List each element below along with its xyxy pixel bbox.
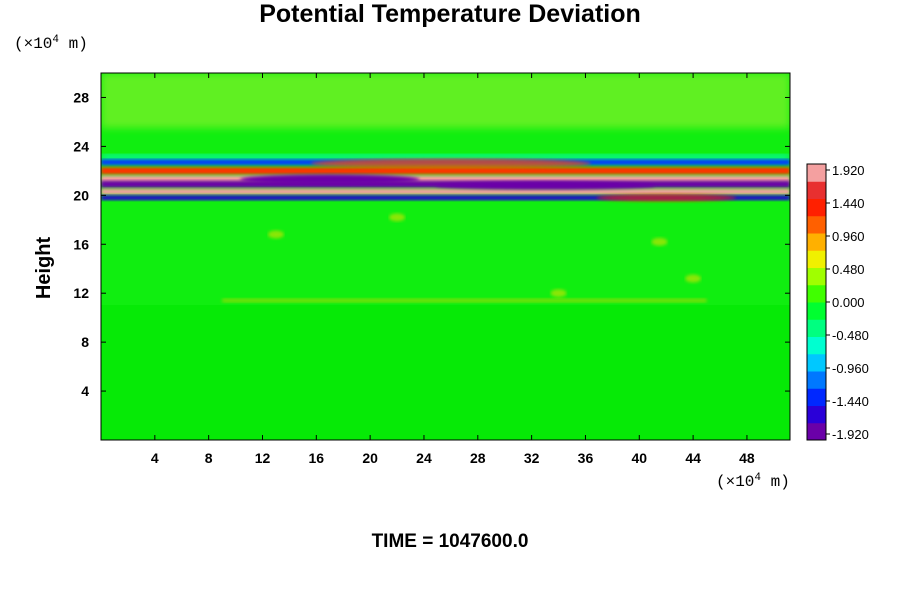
y-tick-label: 28 (73, 89, 89, 105)
x-tick-label: 12 (255, 450, 271, 466)
x-tick-label: 48 (739, 450, 755, 466)
colorbar-segment (807, 319, 826, 337)
colorbar-segment (807, 233, 826, 251)
colorbar-segment (807, 353, 826, 372)
purple-core-east (435, 181, 656, 190)
colorbar-segment (807, 164, 826, 182)
yellow-eddy (550, 289, 567, 298)
y-axis: 4 8 12 16 20 24 28 (73, 89, 790, 399)
yellow-eddy (267, 230, 284, 239)
y-tick-label: 24 (73, 138, 89, 154)
x-tick-label: 24 (416, 450, 432, 466)
colorbar-segment (807, 215, 826, 234)
colorbar-segment (807, 267, 826, 286)
y-unit-label: (×104 m) (14, 34, 88, 53)
x-unit-suffix: m) (761, 473, 790, 491)
x-unit-exponent: 4 (754, 472, 762, 484)
yellow-eddy (685, 274, 702, 283)
colorbar-segment (807, 388, 826, 406)
colorbar-segment (807, 422, 826, 441)
y-unit-suffix: m) (59, 35, 88, 53)
colorbar-tick-label: -0.960 (832, 361, 869, 376)
y-axis-title: Height (33, 237, 55, 300)
x-tick-label: 40 (631, 450, 647, 466)
yellow-eddy (389, 213, 406, 222)
colorbar-tick-label: -1.440 (832, 394, 869, 409)
plot-area (101, 73, 790, 440)
colorbar-tick-label: 0.480 (832, 262, 865, 277)
colorbar-segment (807, 302, 826, 320)
orange-crest (310, 158, 591, 169)
colorbar: 1.920 1.440 0.960 0.480 0.000 -0.480 -0.960 -1.… (806, 163, 869, 442)
yellow-eddy (651, 237, 668, 246)
purple-core-west (239, 174, 420, 185)
colorbar-tick-label: -0.480 (832, 328, 869, 343)
yellow-filament (222, 298, 707, 303)
upper-field-region (101, 73, 790, 128)
colorbar-segment (807, 250, 826, 268)
colorbar-segment (807, 181, 826, 199)
colorbar-segment (807, 405, 826, 424)
x-unit-prefix: (×10 (716, 473, 755, 491)
pink-band (101, 175, 790, 184)
x-tick-label: 20 (362, 450, 378, 466)
y-tick-label: 8 (81, 334, 89, 350)
y-unit-exponent: 4 (52, 34, 60, 46)
y-tick-label: 20 (73, 187, 89, 203)
blue-band-lower (101, 195, 790, 201)
x-tick-label: 32 (524, 450, 540, 466)
chart-title: Potential Temperature Deviation (259, 0, 641, 28)
colorbar-segment (807, 198, 826, 217)
red-patch-lower (596, 193, 737, 202)
x-tick-label: 36 (578, 450, 594, 466)
x-tick-label: 8 (205, 450, 213, 466)
lower-field-region (101, 305, 790, 440)
colorbar-tick-label: -1.920 (832, 427, 869, 442)
x-tick-label: 28 (470, 450, 486, 466)
colorbar-segment (807, 284, 826, 303)
plot-frame (100, 72, 791, 441)
colorbar-tick-label: 1.920 (832, 163, 865, 178)
colorbar-segment (807, 336, 826, 355)
time-label: TIME = 1047600.0 (371, 531, 529, 552)
red-band-upper (101, 167, 790, 175)
x-axis: 4 8 12 16 20 24 28 32 36 40 44 48 (151, 73, 755, 466)
colorbar-tick-label: 1.440 (832, 196, 865, 211)
y-tick-label: 12 (73, 285, 89, 301)
y-tick-label: 4 (81, 383, 89, 399)
cyan-band (101, 154, 790, 160)
x-tick-label: 16 (309, 450, 325, 466)
x-tick-label: 44 (685, 450, 701, 466)
pink-band-lower (101, 188, 790, 195)
y-tick-label: 16 (73, 236, 89, 252)
colorbar-tick-label: 0.000 (832, 295, 865, 310)
colorbar-segment (807, 371, 826, 389)
colorbar-tick-label: 0.960 (832, 229, 865, 244)
x-unit-label: (×104 m) (716, 472, 790, 491)
y-unit-prefix: (×10 (14, 35, 53, 53)
x-tick-label: 4 (151, 450, 159, 466)
